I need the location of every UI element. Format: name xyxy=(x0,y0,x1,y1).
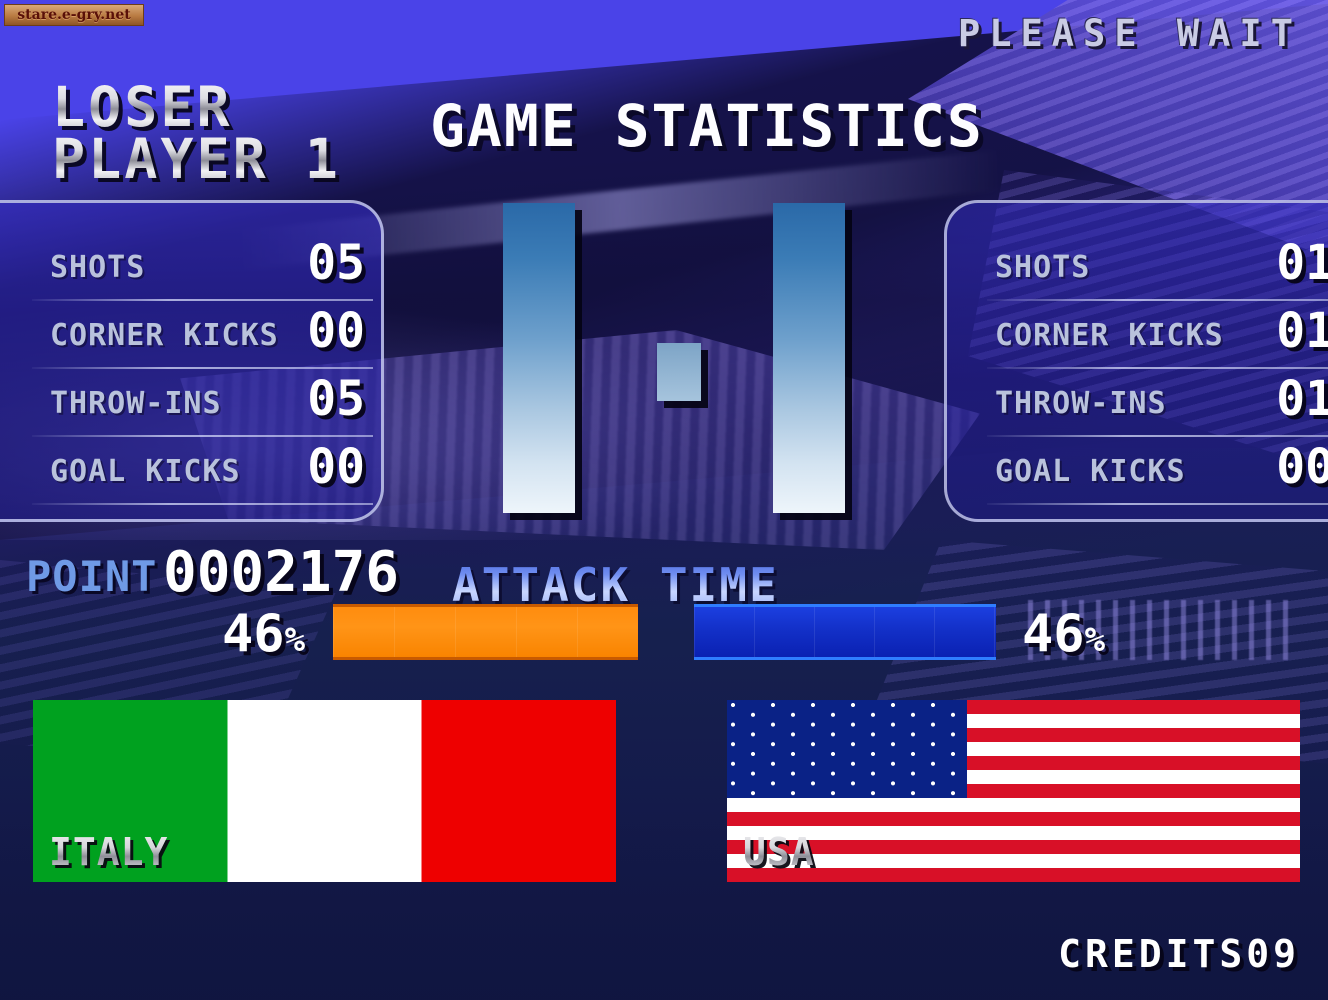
stat-value-goal-kicks-right: 00 xyxy=(1276,439,1328,495)
attack-time-bar-right xyxy=(694,604,996,660)
row-divider xyxy=(987,503,1328,505)
stat-label-shots: SHOTS xyxy=(995,249,1091,285)
stat-value-throw-ins-right: 01 xyxy=(1276,371,1328,427)
team-name-left: ITALY xyxy=(49,830,169,874)
stat-value-goal-kicks-left: 00 xyxy=(307,439,365,495)
stat-row: THROW-INS 05 xyxy=(0,369,381,437)
score-home-digit xyxy=(503,203,575,513)
point-value: 0002176 xyxy=(163,540,400,605)
stat-value-shots-right: 01 xyxy=(1276,235,1328,291)
attack-time-bar-left xyxy=(333,604,638,660)
stat-value-corner-kicks-right: 01 xyxy=(1276,303,1328,359)
page-title: GAME STATISTICS xyxy=(430,92,984,160)
stat-label-throw-ins: THROW-INS xyxy=(995,385,1167,421)
credits-counter: CREDITS09 xyxy=(1058,932,1300,976)
attack-time-title: ATTACK TIME xyxy=(452,558,779,612)
stats-rows-left: SHOTS 05 CORNER KICKS 00 THROW-INS 05 GO… xyxy=(0,203,381,519)
point-label: POINT xyxy=(26,552,158,601)
score-away-digit xyxy=(773,203,845,513)
stat-row: CORNER KICKS 01 xyxy=(947,301,1328,369)
attack-left-number: 46 xyxy=(222,604,285,664)
row-divider xyxy=(32,435,373,437)
attack-right-number: 46 xyxy=(1022,604,1085,664)
stat-value-throw-ins-left: 05 xyxy=(307,371,365,427)
stat-row: GOAL KICKS 00 xyxy=(947,437,1328,505)
row-divider xyxy=(987,435,1328,437)
row-divider xyxy=(987,299,1328,301)
team-name-right: USA xyxy=(743,830,815,874)
stat-label-corner-kicks: CORNER KICKS xyxy=(50,317,279,353)
please-wait-status: PLEASE WAIT xyxy=(957,12,1302,55)
stat-label-shots: SHOTS xyxy=(50,249,146,285)
usa-canton xyxy=(727,700,967,798)
usa-flag: USA xyxy=(727,700,1300,882)
stat-row: SHOTS 01 xyxy=(947,233,1328,301)
row-divider xyxy=(32,503,373,505)
row-divider xyxy=(987,367,1328,369)
score-separator xyxy=(657,343,701,401)
stats-panel-left: SHOTS 05 CORNER KICKS 00 THROW-INS 05 GO… xyxy=(0,200,384,522)
stat-label-goal-kicks: GOAL KICKS xyxy=(50,453,241,489)
stat-label-goal-kicks: GOAL KICKS xyxy=(995,453,1186,489)
stat-row: SHOTS 05 xyxy=(0,233,381,301)
attack-time-percent-left: 46% xyxy=(222,604,305,664)
stat-value-shots-left: 05 xyxy=(307,235,365,291)
stat-value-corner-kicks-left: 00 xyxy=(307,303,365,359)
stats-rows-right: SHOTS 01 CORNER KICKS 01 THROW-INS 01 GO… xyxy=(947,203,1328,519)
attack-time-percent-right: 46% xyxy=(1022,604,1105,664)
site-watermark: stare.e-gry.net xyxy=(4,4,144,26)
scoreboard xyxy=(497,203,847,523)
percent-symbol: % xyxy=(284,620,306,660)
percent-symbol: % xyxy=(1084,620,1106,660)
stat-label-throw-ins: THROW-INS xyxy=(50,385,222,421)
loser-player-label: PLAYER 1 xyxy=(52,126,341,191)
stat-label-corner-kicks: CORNER KICKS xyxy=(995,317,1224,353)
stats-panel-right: SHOTS 01 CORNER KICKS 01 THROW-INS 01 GO… xyxy=(944,200,1328,522)
stat-row: GOAL KICKS 00 xyxy=(0,437,381,505)
row-divider xyxy=(32,299,373,301)
loser-banner: LOSER PLAYER 1 xyxy=(52,80,341,191)
usa-stars xyxy=(727,700,967,798)
italy-flag: ITALY xyxy=(33,700,616,882)
stat-row: CORNER KICKS 00 xyxy=(0,301,381,369)
loser-label: LOSER xyxy=(52,80,341,135)
row-divider xyxy=(32,367,373,369)
stat-row: THROW-INS 01 xyxy=(947,369,1328,437)
